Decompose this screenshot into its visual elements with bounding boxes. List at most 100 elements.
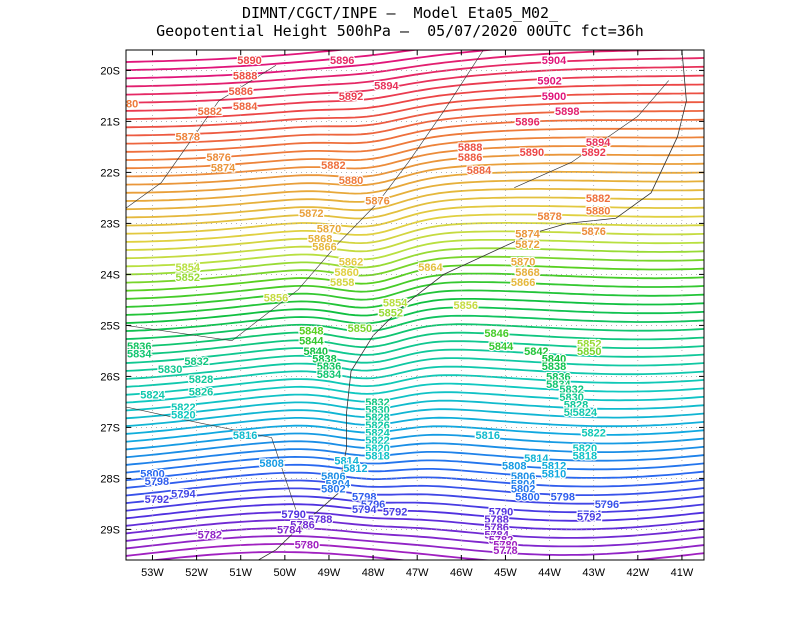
contour-label: 5886 xyxy=(228,86,252,98)
contour-label: 5784 xyxy=(277,524,302,536)
contour-line xyxy=(126,479,704,497)
contour-line xyxy=(126,495,704,514)
contour-line xyxy=(126,511,704,531)
contour-label: 5876 xyxy=(581,226,605,238)
contour-label: 5780 xyxy=(493,540,517,552)
lat-tick-label: 24S xyxy=(100,269,120,281)
lon-tick-label: 48W xyxy=(362,567,385,579)
lon-tick-label: 45W xyxy=(494,567,517,579)
contour-label: 5868 xyxy=(308,234,332,246)
contour-label: 5852 xyxy=(176,272,200,284)
contour-line xyxy=(126,92,704,129)
contour-line xyxy=(126,127,704,161)
contour-label: 5878 xyxy=(537,211,561,223)
contour-line xyxy=(126,162,704,194)
contour-line xyxy=(148,551,409,560)
contour-line xyxy=(126,448,704,466)
contour-line xyxy=(126,298,704,324)
contour-line xyxy=(126,230,704,260)
contour-line xyxy=(126,239,704,268)
contour-label: 5846 xyxy=(484,328,508,340)
contour-label: 5854 xyxy=(176,262,201,274)
contour-label: 5804 xyxy=(326,479,351,491)
contour-line xyxy=(126,50,704,88)
contour-label: 5824 xyxy=(140,389,165,401)
contour-label: 5802 xyxy=(511,484,535,496)
contour-label: 5800 xyxy=(515,491,539,503)
contour-label: 5832 xyxy=(365,397,389,409)
contour-label: 5904 xyxy=(542,55,567,67)
contour-label: 5822 xyxy=(581,428,605,440)
contour-label: 5796 xyxy=(361,499,385,511)
contour-line xyxy=(126,145,704,178)
contour-line xyxy=(126,255,704,284)
contour-label: 5878 xyxy=(176,132,200,144)
contour-label: 5894 xyxy=(586,137,611,149)
contour-label: 5798 xyxy=(352,491,376,503)
lon-tick-label: 53W xyxy=(141,567,164,579)
contour-line xyxy=(126,357,704,380)
lat-tick-label: 22S xyxy=(100,167,120,179)
contour-line xyxy=(126,247,704,276)
contour-label: 5810 xyxy=(542,468,566,480)
contour-label: 5888 xyxy=(458,142,482,154)
contour-label: 5874 xyxy=(211,162,236,174)
contour-label: 5866 xyxy=(511,277,535,289)
lon-tick-label: 51W xyxy=(229,567,252,579)
contour-label: 5832 xyxy=(559,384,583,396)
lon-tick-label: 42W xyxy=(627,567,650,579)
contour-label: 5896 xyxy=(330,55,354,67)
contour-label: 5786 xyxy=(290,519,314,531)
contour-line xyxy=(126,50,422,72)
lat-tick-label: 29S xyxy=(100,524,120,536)
contour-labels: 5896589058885886588458825880587858765874… xyxy=(126,54,620,558)
contour-line xyxy=(126,153,704,186)
contour-label: 5854 xyxy=(383,297,408,309)
lat-lon-grid xyxy=(126,50,704,560)
contour-label: 5828 xyxy=(365,412,389,424)
contour-line xyxy=(126,382,704,404)
contour-label: 5814 xyxy=(524,453,549,465)
lon-tick-label: 49W xyxy=(318,567,341,579)
contour-label: 5842 xyxy=(524,346,548,358)
coastline xyxy=(126,50,687,560)
lat-tick-label: 28S xyxy=(100,473,120,485)
contour-label: 5796 xyxy=(595,499,619,511)
contour-label: 5826 xyxy=(365,420,389,432)
contour-line xyxy=(126,136,704,170)
contour-label: 5834 xyxy=(127,348,152,360)
contour-label: 5824 xyxy=(573,407,598,419)
contour-label: 5880 xyxy=(339,175,363,187)
contour-line xyxy=(126,314,704,340)
contour-label: 5874 xyxy=(515,229,540,241)
contour-label: 5812 xyxy=(542,461,566,473)
lon-tick-label: 44W xyxy=(538,567,561,579)
contour-line xyxy=(126,348,704,372)
contour-label: 5866 xyxy=(312,241,336,253)
lon-tick-label: 52W xyxy=(185,567,208,579)
contour-label: 5806 xyxy=(511,471,535,483)
contour-label: 5870 xyxy=(511,257,535,269)
lat-tick-label: 25S xyxy=(100,320,120,332)
contour-line xyxy=(126,432,704,451)
contour-label: 5822 xyxy=(365,435,389,447)
contour-line xyxy=(126,205,704,235)
contour-label: 5886 xyxy=(458,152,482,164)
contour-label: 5808 xyxy=(259,458,283,470)
contour-line xyxy=(126,281,704,308)
contour-label: 5800 xyxy=(140,468,164,480)
contour-label: 5818 xyxy=(573,450,597,462)
contour-label: 5792 xyxy=(577,512,601,524)
contour-line xyxy=(126,264,704,292)
contour-label: 5900 xyxy=(542,91,566,103)
contour-label: 5780 xyxy=(295,540,319,552)
contour-line xyxy=(126,222,704,251)
contour-label: 5884 xyxy=(233,101,258,113)
contour-label: 5850 xyxy=(348,323,372,335)
contour-label: 5830 xyxy=(365,405,389,417)
contour-line xyxy=(126,503,704,522)
lat-tick-label: 27S xyxy=(100,422,120,434)
contour-label: 5888 xyxy=(233,71,257,83)
contour-label: 5832 xyxy=(184,356,208,368)
contour-label: 5880 xyxy=(586,206,610,218)
